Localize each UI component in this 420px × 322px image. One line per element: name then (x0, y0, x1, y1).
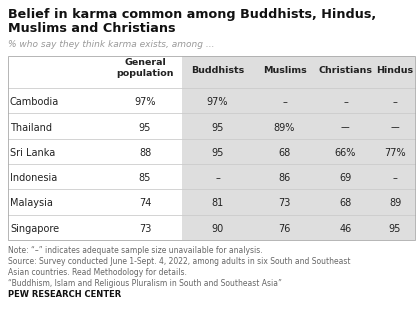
Text: Muslims and Christians: Muslims and Christians (8, 22, 176, 35)
Text: 85: 85 (139, 173, 151, 183)
Text: ––: –– (341, 122, 350, 132)
Text: 73: 73 (139, 224, 151, 234)
Text: 88: 88 (139, 148, 151, 158)
Text: Buddhists: Buddhists (191, 66, 244, 75)
Bar (8, 56, 415, 240)
Text: % who say they think karma exists, among ...: % who say they think karma exists, among… (8, 40, 215, 49)
Text: 95: 95 (139, 122, 151, 132)
Text: 74: 74 (139, 198, 151, 209)
Text: PEW RESEARCH CENTER: PEW RESEARCH CENTER (8, 290, 121, 299)
Text: ––: –– (390, 122, 400, 132)
Text: 81: 81 (211, 198, 223, 209)
Text: 68: 68 (278, 148, 291, 158)
Text: 76: 76 (278, 224, 291, 234)
Text: Malaysia: Malaysia (10, 198, 53, 209)
Text: 69: 69 (339, 173, 352, 183)
Text: Thailand: Thailand (10, 122, 52, 132)
Text: Indonesia: Indonesia (10, 173, 57, 183)
Text: 46: 46 (339, 224, 352, 234)
Text: Source: Survey conducted June 1-Sept. 4, 2022, among adults in six South and Sou: Source: Survey conducted June 1-Sept. 4,… (8, 257, 351, 266)
Text: 77%: 77% (384, 148, 406, 158)
Text: –: – (393, 173, 397, 183)
Text: 97%: 97% (207, 97, 228, 107)
Text: 95: 95 (389, 224, 401, 234)
Text: –: – (393, 97, 397, 107)
Text: General
population: General population (116, 58, 174, 78)
Text: 89%: 89% (274, 122, 295, 132)
Text: 90: 90 (211, 224, 223, 234)
Text: Christians: Christians (318, 66, 373, 75)
Text: 89: 89 (389, 198, 401, 209)
Text: –: – (282, 97, 287, 107)
Text: Cambodia: Cambodia (10, 97, 59, 107)
Text: –: – (215, 173, 220, 183)
Bar (182, 56, 415, 240)
Text: 86: 86 (278, 173, 291, 183)
Text: Muslims: Muslims (262, 66, 306, 75)
Text: 97%: 97% (134, 97, 156, 107)
Text: 95: 95 (211, 122, 224, 132)
Text: –: – (343, 97, 348, 107)
Text: 95: 95 (211, 148, 224, 158)
Text: Asian countries. Read Methodology for details.: Asian countries. Read Methodology for de… (8, 268, 187, 277)
Text: Note: “–” indicates adequate sample size unavailable for analysis.: Note: “–” indicates adequate sample size… (8, 246, 262, 255)
Text: 68: 68 (339, 198, 352, 209)
Text: Hindus: Hindus (376, 66, 414, 75)
Text: 66%: 66% (335, 148, 356, 158)
Text: Singapore: Singapore (10, 224, 59, 234)
Text: 73: 73 (278, 198, 291, 209)
Text: Belief in karma common among Buddhists, Hindus,: Belief in karma common among Buddhists, … (8, 8, 376, 21)
Text: “Buddhism, Islam and Religious Pluralism in South and Southeast Asia”: “Buddhism, Islam and Religious Pluralism… (8, 279, 282, 288)
Text: Sri Lanka: Sri Lanka (10, 148, 55, 158)
